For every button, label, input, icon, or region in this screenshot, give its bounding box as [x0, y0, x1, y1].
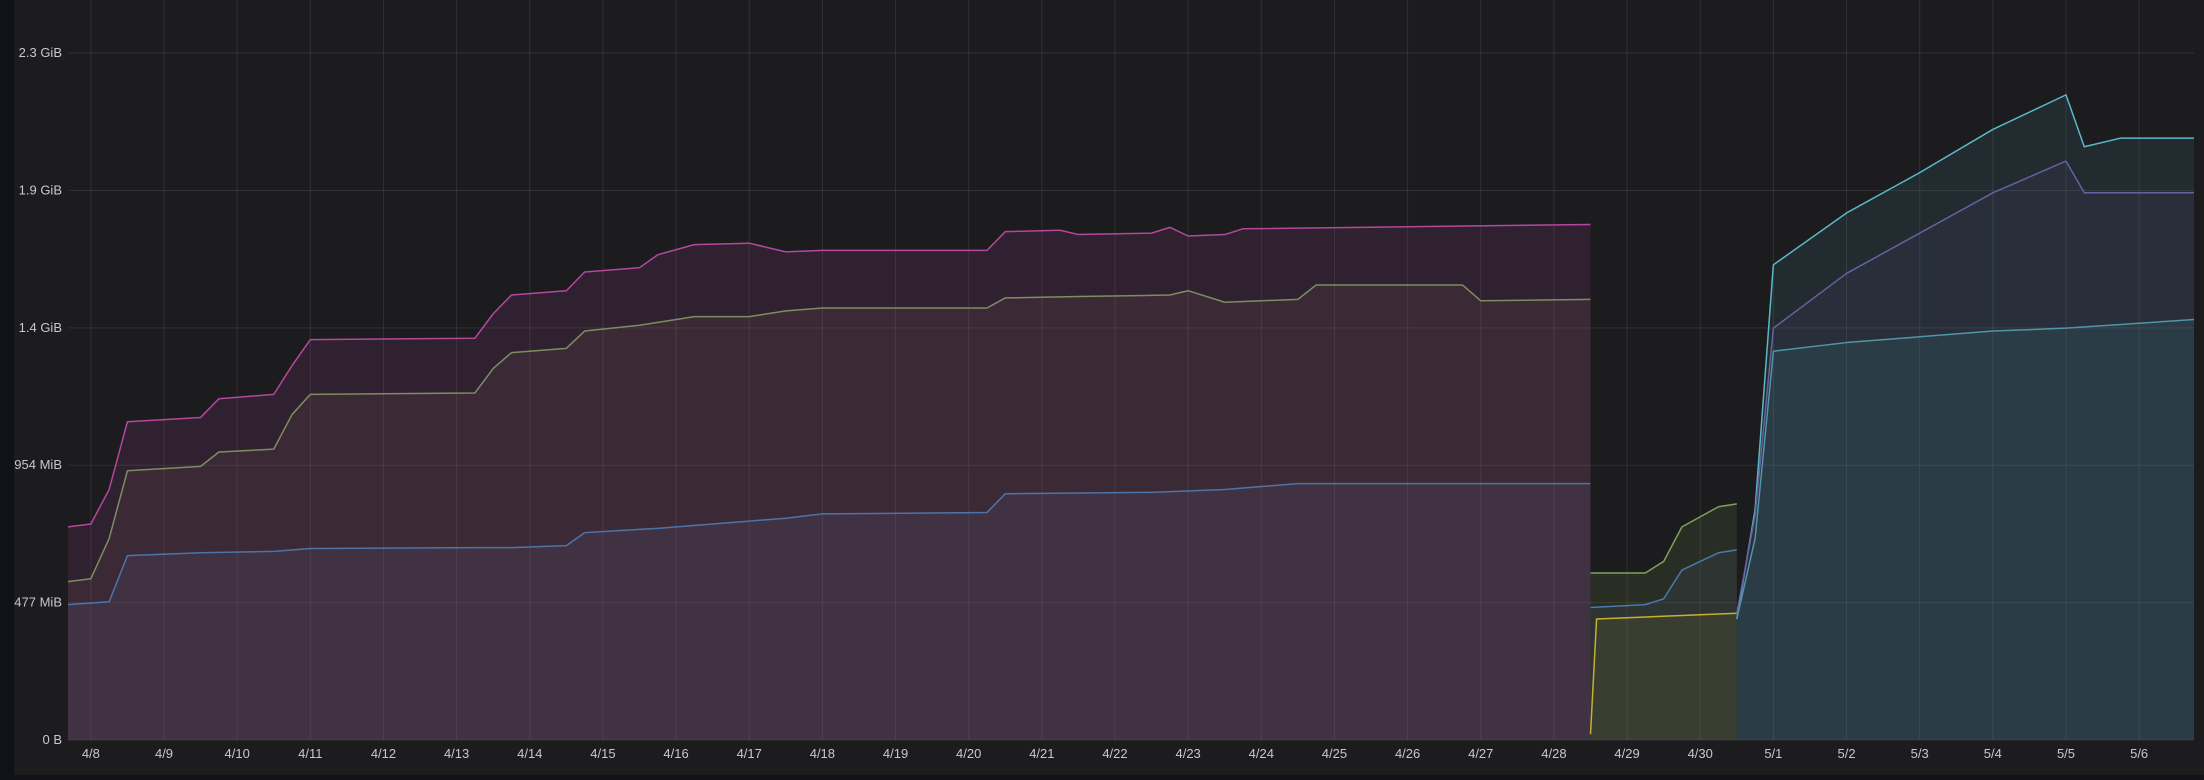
series-8-line — [1736, 318, 2195, 620]
x-tick-label: 5/4 — [1984, 746, 2002, 761]
y-tick-label: 0 B — [42, 732, 62, 747]
series-7-line — [1736, 160, 2194, 614]
series-4-area — [1590, 549, 1737, 740]
x-tick-label: 5/6 — [2130, 746, 2148, 761]
y-tick-label: 954 MiB — [14, 457, 62, 472]
series-6-line — [1736, 94, 2194, 620]
x-tick-label: 4/10 — [225, 746, 250, 761]
x-tick-label: 4/14 — [517, 746, 542, 761]
series-3-area — [1590, 503, 1737, 740]
x-tick-label: 4/15 — [590, 746, 615, 761]
series-0-line — [67, 223, 1591, 528]
x-tick-label: 4/24 — [1249, 746, 1274, 761]
x-tick-label: 5/2 — [1837, 746, 1855, 761]
x-tick-label: 4/27 — [1468, 746, 1493, 761]
x-tick-label: 4/28 — [1541, 746, 1566, 761]
x-tick-label: 4/25 — [1322, 746, 1347, 761]
x-tick-label: 4/9 — [155, 746, 173, 761]
x-tick-label: 5/1 — [1764, 746, 1782, 761]
series-5-line — [1589, 612, 1737, 735]
series-areas — [68, 94, 2194, 741]
series-lines — [67, 94, 2195, 735]
memory-usage-chart: 0 B 477 MiB 954 MiB 1.4 GiB 1.9 GiB 2.3 GiB 4… — [14, 0, 2195, 761]
series-3-line — [1590, 503, 1737, 574]
series-5-area — [1590, 613, 1737, 740]
x-tick-label: 5/3 — [1911, 746, 1929, 761]
x-tick-label: 4/22 — [1102, 746, 1127, 761]
y-axis: 0 B 477 MiB 954 MiB 1.4 GiB 1.9 GiB 2.3 GiB — [14, 45, 62, 747]
x-tick-label: 4/30 — [1688, 746, 1713, 761]
y-tick-label: 1.9 GiB — [19, 182, 62, 197]
series-4-line — [1590, 549, 1737, 609]
x-tick-label: 4/17 — [737, 746, 762, 761]
x-tick-label: 5/5 — [2057, 746, 2075, 761]
x-tick-label: 4/12 — [371, 746, 396, 761]
series-2-line — [67, 482, 1591, 606]
x-tick-label: 4/29 — [1614, 746, 1639, 761]
x-tick-label: 4/26 — [1395, 746, 1420, 761]
time-series-panel: 0 B 477 MiB 954 MiB 1.4 GiB 1.9 GiB 2.3 GiB 4… — [14, 0, 2204, 775]
y-tick-label: 1.4 GiB — [19, 320, 62, 335]
x-tick-label: 4/18 — [810, 746, 835, 761]
y-tick-label: 2.3 GiB — [19, 45, 62, 60]
series-6-area — [1736, 94, 2194, 740]
x-tick-label: 4/19 — [883, 746, 908, 761]
series-1-line — [67, 284, 1591, 583]
x-tick-label: 4/20 — [956, 746, 981, 761]
series-1-area — [68, 284, 1591, 740]
x-tick-label: 4/13 — [444, 746, 469, 761]
x-tick-label: 4/23 — [1175, 746, 1200, 761]
x-tick-label: 4/21 — [1029, 746, 1054, 761]
series-7-area — [1736, 161, 2194, 740]
series-8-area — [1736, 319, 2194, 740]
series-0-area — [68, 224, 1591, 741]
x-tick-label: 4/11 — [298, 746, 322, 761]
y-tick-label: 477 MiB — [14, 595, 62, 610]
x-axis: 4/8 4/9 4/10 4/11 4/12 4/13 4/14 4/15 4/16 4/17 4/… — [82, 746, 2148, 761]
x-tick-label: 4/16 — [663, 746, 688, 761]
grid — [68, 0, 2194, 741]
x-tick-label: 4/8 — [82, 746, 100, 761]
